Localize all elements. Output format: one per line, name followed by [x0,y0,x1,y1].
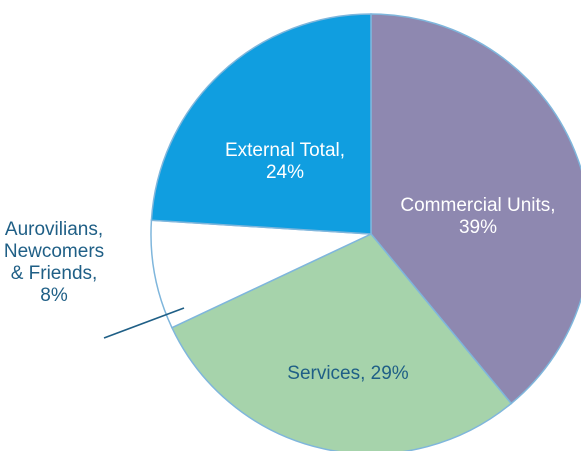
slice-label-1: Services, 29% [287,363,409,384]
slice-label-line: & Friends, [11,263,98,284]
slice-label-0: Commercial Units, 39% [400,195,555,238]
slice-label-line: External Total, [225,140,345,161]
slice-label-2: Aurovilians, Newcomers & Friends, 8% [4,219,104,306]
slice-label-line: 24% [266,162,304,183]
pie-slice-2 [150,219,372,329]
slice-label-line: Aurovilians, [5,219,103,240]
pie-slices [150,13,581,451]
pie-slice-0 [370,13,581,405]
slice-label-line: 8% [40,285,68,306]
pie-slice-3 [150,13,372,235]
slice-label-line: Services, 29% [287,363,409,384]
slice-label-line: 39% [459,217,497,238]
slice-label-line: Newcomers [4,241,104,262]
leader-line-aurovilians [103,307,185,339]
slice-label-line: Commercial Units, [400,195,555,216]
slice-labels: Commercial Units, 39% Services, 29% Aurovil… [4,140,556,384]
slice-label-3: External Total, 24% [225,140,345,183]
